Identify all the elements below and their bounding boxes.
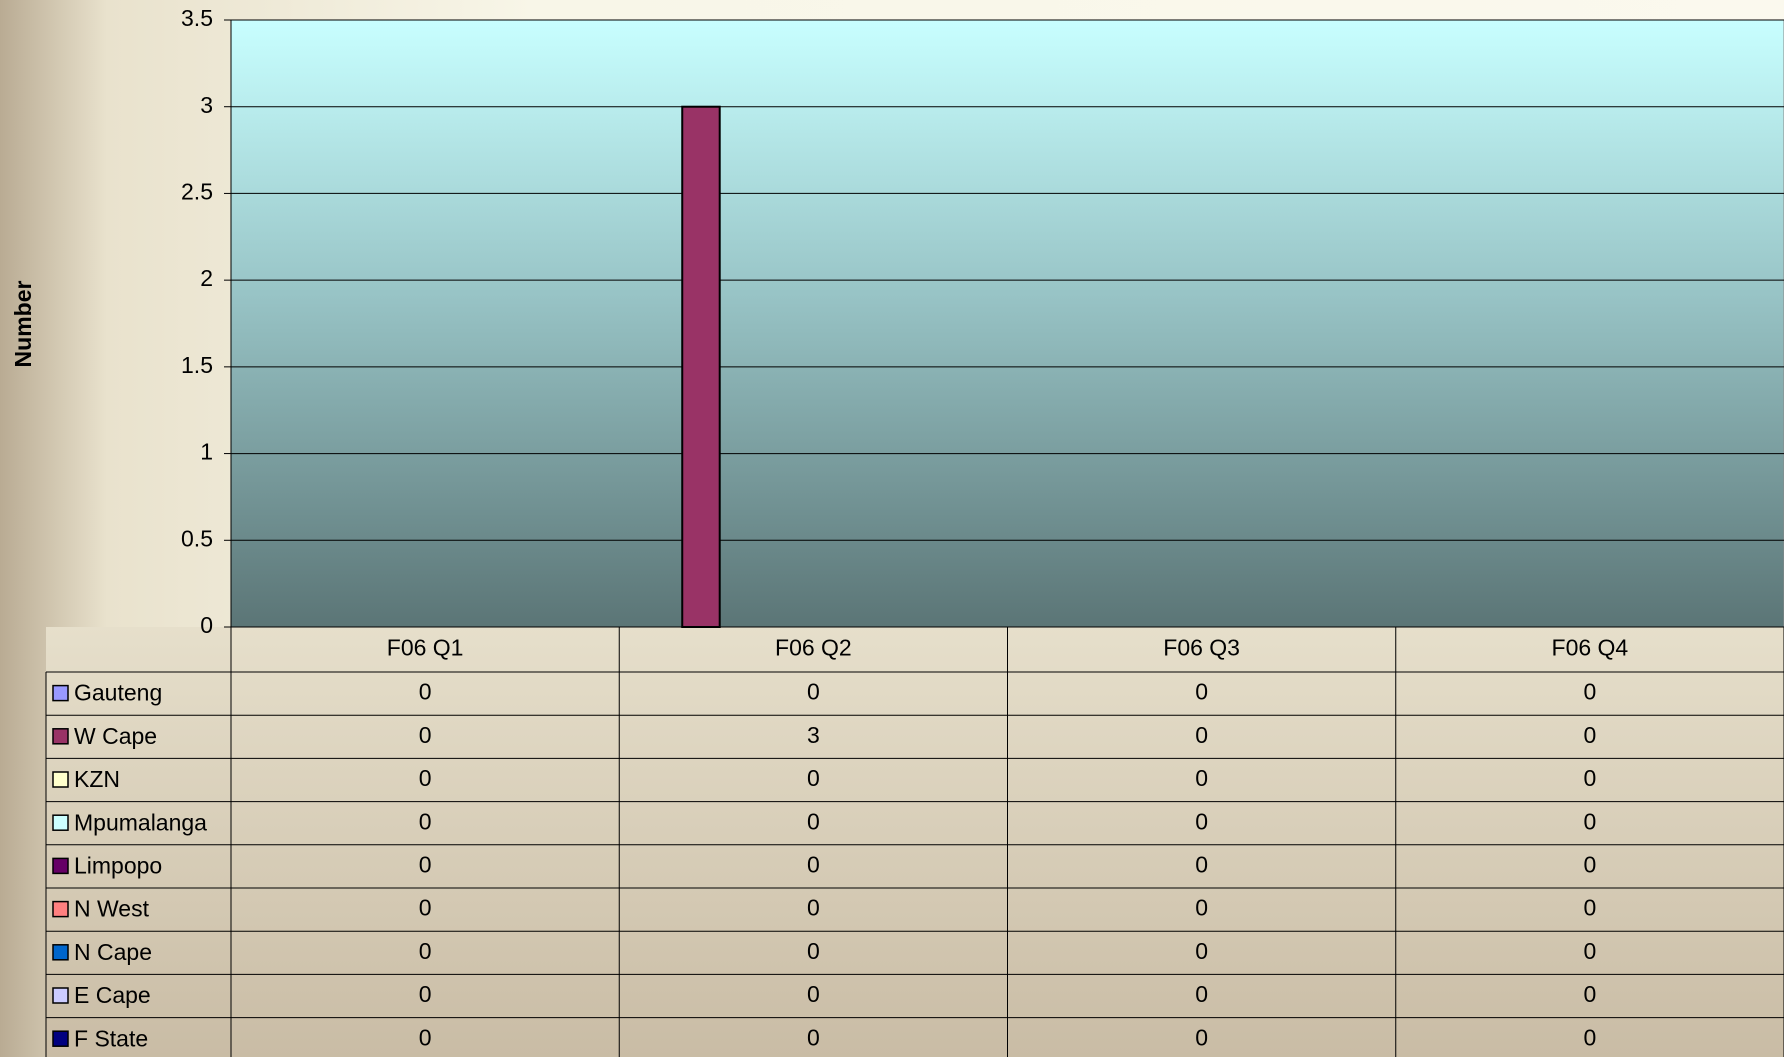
y-tick-label: 2.5 [181,179,213,205]
table-value: 0 [419,981,432,1007]
table-value: 0 [1583,981,1596,1007]
table-value: 0 [1583,851,1596,877]
table-background [46,627,1784,1057]
legend-key [52,771,69,788]
table-value: 0 [1583,808,1596,834]
table-value: 0 [807,1024,820,1050]
plot-area [230,19,1784,628]
legend-key [52,944,69,961]
table-value: 0 [419,895,432,921]
legend-label: N Cape [74,939,152,965]
x-tick-label: F06 Q3 [1163,635,1240,661]
table-value: 0 [1195,895,1208,921]
bar [681,105,721,628]
table-value: 0 [1195,981,1208,1007]
x-tick-label: F06 Q4 [1552,635,1629,661]
table-value: 0 [1583,1024,1596,1050]
table-value: 0 [807,981,820,1007]
table-value: 0 [807,938,820,964]
x-tick-label: F06 Q1 [387,635,464,661]
y-tick-label: 3 [200,92,213,118]
legend-label: Gauteng [74,680,162,706]
y-tick-label: 2 [200,265,213,291]
table-value: 0 [807,895,820,921]
table-value: 3 [807,722,820,748]
y-axis-label: Number [10,281,36,368]
legend-key [52,684,69,702]
table-value: 0 [419,722,432,748]
table-value: 0 [419,679,432,705]
table-value: 0 [419,851,432,877]
table-value: 0 [807,679,820,705]
y-tick-label: 1 [200,439,213,465]
legend-key [52,814,69,831]
table-value: 0 [1583,765,1596,791]
table-value: 0 [1195,1024,1208,1050]
table-value: 0 [1195,722,1208,748]
legend-key [52,857,69,875]
table-value: 0 [1583,938,1596,964]
table-value: 0 [807,851,820,877]
y-tick-label: 0.5 [181,525,213,551]
table-value: 0 [1195,938,1208,964]
table-value: 0 [419,808,432,834]
table-value: 0 [1195,808,1208,834]
legend-key [52,900,69,918]
y-tick-label: 1.5 [181,352,213,378]
legend-label: KZN [74,766,120,792]
legend-label: W Cape [74,723,157,749]
table-value: 0 [419,765,432,791]
table-value: 0 [1583,722,1596,748]
table-value: 0 [1583,895,1596,921]
table-value: 0 [807,808,820,834]
legend-key [52,1030,69,1047]
y-tick-label: 0 [200,612,213,638]
table-value: 0 [807,765,820,791]
legend-key [52,728,69,745]
legend-label: F State [74,1025,148,1051]
table-value: 0 [1195,851,1208,877]
legend-label: N West [74,896,150,922]
y-tick-label: 3.5 [181,5,213,31]
x-tick-label: F06 Q2 [775,635,852,661]
table-value: 0 [419,938,432,964]
legend-label: Mpumalanga [74,809,207,835]
table-value: 0 [419,1024,432,1050]
legend-label: E Cape [74,982,151,1008]
table-value: 0 [1195,679,1208,705]
table-value: 0 [1583,679,1596,705]
legend-label: Limpopo [74,852,162,878]
table-value: 0 [1195,765,1208,791]
legend-key [52,987,69,1004]
